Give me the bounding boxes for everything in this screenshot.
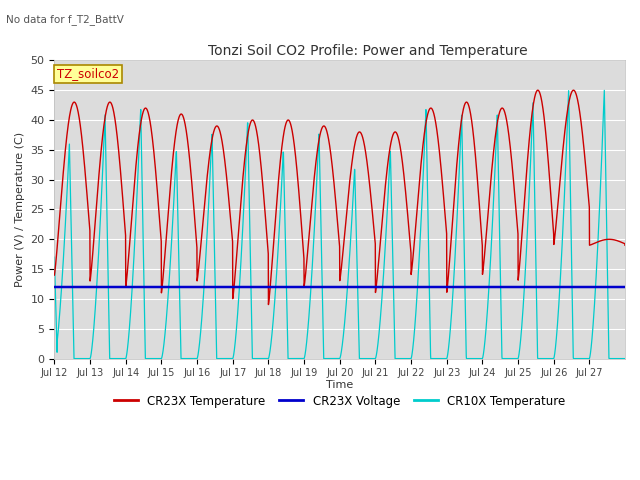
Title: Tonzi Soil CO2 Profile: Power and Temperature: Tonzi Soil CO2 Profile: Power and Temper…	[209, 44, 528, 58]
Text: TZ_soilco2: TZ_soilco2	[57, 68, 120, 81]
Y-axis label: Power (V) / Temperature (C): Power (V) / Temperature (C)	[15, 132, 25, 287]
Legend: CR23X Temperature, CR23X Voltage, CR10X Temperature: CR23X Temperature, CR23X Voltage, CR10X …	[109, 390, 570, 412]
X-axis label: Time: Time	[326, 380, 353, 390]
Text: No data for f_T2_BattV: No data for f_T2_BattV	[6, 14, 124, 25]
